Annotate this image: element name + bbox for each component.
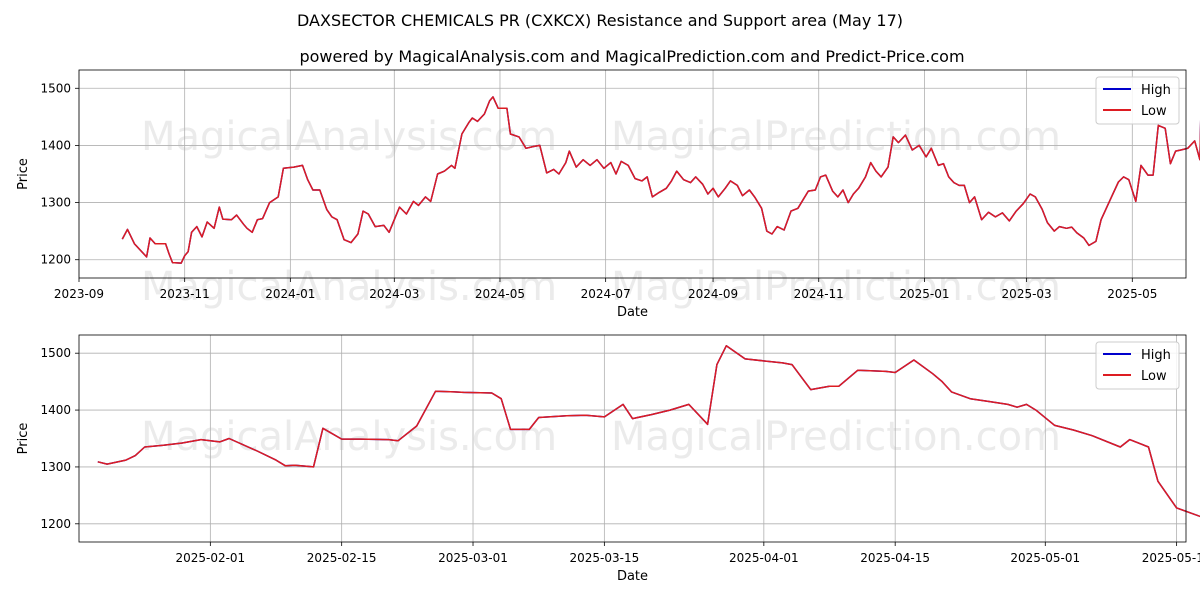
y-tick-label: 1400	[40, 403, 71, 417]
x-tick-label: 2025-02-15	[307, 551, 377, 565]
legend-label-low: Low	[1141, 104, 1167, 119]
series-line-low	[97, 345, 1200, 518]
legend-label-high: High	[1141, 83, 1171, 98]
top-panel: MagicalAnalysis.com MagicalPrediction.com…	[16, 69, 1200, 320]
chart-title: DAXSECTOR CHEMICALS PR (CXKCX) Resistanc…	[297, 11, 903, 30]
x-tick-label: 2023-09	[54, 287, 104, 301]
y-tick-label: 1400	[40, 138, 71, 152]
y-tick-label: 1500	[40, 346, 71, 360]
x-tick-label: 2024-09	[688, 287, 738, 301]
watermark-text: MagicalPrediction.com	[611, 414, 1061, 460]
x-tick-label: 2025-04-15	[860, 551, 930, 565]
x-axis-label: Date	[617, 569, 648, 584]
watermark-text: MagicalAnalysis.com	[141, 264, 557, 310]
chart-subtitle: powered by MagicalAnalysis.com and Magic…	[299, 47, 964, 66]
x-tick-label: 2025-01	[899, 287, 949, 301]
y-axis-label: Price	[16, 158, 31, 190]
series-line-low	[121, 96, 1200, 264]
y-tick-label: 1200	[40, 253, 71, 267]
x-tick-label: 2024-03	[369, 287, 419, 301]
watermark-text: MagicalPrediction.com	[611, 264, 1061, 310]
y-axis-label: Price	[16, 423, 31, 455]
x-tick-label: 2025-05-15	[1142, 551, 1200, 565]
watermark-text: MagicalAnalysis.com	[141, 114, 557, 160]
x-tick-label: 2024-05	[475, 287, 525, 301]
x-tick-label: 2024-01	[265, 287, 315, 301]
legend-label-high: High	[1141, 348, 1171, 363]
legend-label-low: Low	[1141, 369, 1167, 384]
plot-frame	[78, 334, 1187, 543]
x-tick-label: 2024-07	[581, 287, 631, 301]
x-tick-label: 2025-05-01	[1010, 551, 1080, 565]
y-tick-label: 1300	[40, 196, 71, 210]
x-tick-label: 2025-05	[1107, 287, 1157, 301]
watermark-text: MagicalAnalysis.com	[141, 414, 557, 460]
x-tick-label: 2025-03-01	[438, 551, 508, 565]
x-tick-label: 2025-02-01	[175, 551, 245, 565]
x-tick-label: 2024-11	[794, 287, 844, 301]
x-tick-label: 2025-04-01	[729, 551, 799, 565]
x-tick-label: 2025-03-15	[569, 551, 639, 565]
y-tick-label: 1200	[40, 517, 71, 531]
x-tick-label: 2025-03	[1002, 287, 1052, 301]
series-line-high	[121, 96, 1200, 264]
y-tick-label: 1500	[40, 81, 71, 95]
plot-frame	[78, 69, 1187, 279]
x-tick-label: 2023-11	[160, 287, 210, 301]
y-tick-label: 1300	[40, 460, 71, 474]
bottom-panel: MagicalAnalysis.com MagicalPrediction.com…	[16, 334, 1200, 584]
x-axis-label: Date	[617, 305, 648, 320]
watermark-text: MagicalPrediction.com	[611, 114, 1061, 160]
